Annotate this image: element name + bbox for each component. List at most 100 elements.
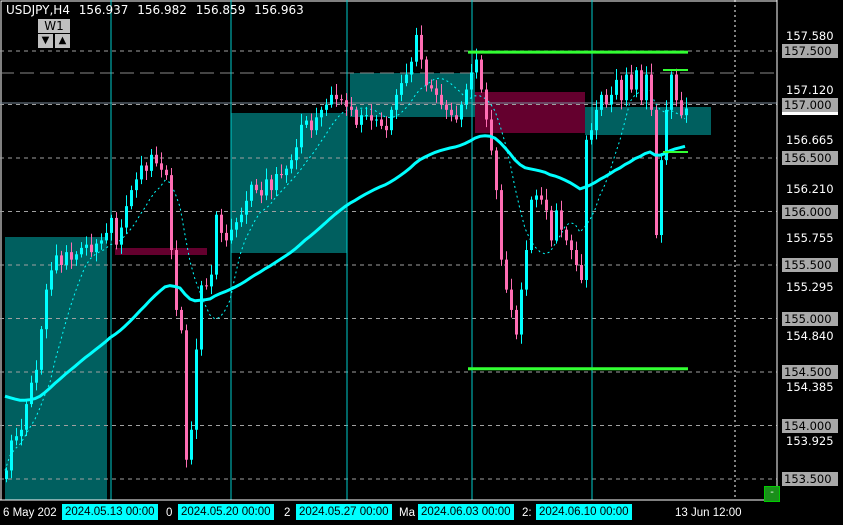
- time-label: 6 May 202: [3, 507, 57, 519]
- bear-candle: [560, 210, 563, 230]
- bear-candle: [310, 120, 313, 131]
- teal-zone-box: [5, 237, 107, 500]
- bull-candle: [110, 217, 113, 233]
- bear-candle: [565, 229, 568, 241]
- time-label: 2:: [522, 507, 532, 519]
- bull-candle: [235, 222, 238, 230]
- bear-candle: [90, 244, 93, 253]
- bear-candle: [255, 184, 258, 191]
- slow-moving-average: [4, 134, 686, 402]
- bull-candle: [415, 34, 418, 62]
- bull-candle: [320, 109, 323, 118]
- bear-candle: [225, 232, 228, 241]
- week-start-label: 2024.06.10 00:00: [536, 504, 632, 520]
- bear-candle: [500, 190, 503, 260]
- bull-candle: [300, 124, 303, 148]
- bull-candle: [120, 227, 123, 245]
- minimize-button[interactable]: -: [764, 486, 780, 502]
- bear-candle: [655, 109, 658, 236]
- bull-candle: [665, 109, 668, 161]
- bear-candle: [380, 119, 383, 126]
- bear-candle: [185, 330, 188, 460]
- bull-candle: [610, 94, 613, 105]
- price-tick-label: 156.665: [786, 133, 834, 148]
- bear-candle: [170, 175, 173, 251]
- bull-candle: [265, 179, 268, 196]
- price-level-label: 157.000: [782, 97, 838, 115]
- chart-header: USDJPY,H4 156.937 156.982 156.859 156.96…: [6, 3, 309, 17]
- bull-candle: [530, 199, 533, 251]
- price-level-label: 153.500: [782, 472, 838, 486]
- bull-candle: [375, 119, 378, 121]
- price-tick-label: 156.210: [786, 182, 834, 197]
- price-tick-label: 153.925: [786, 433, 834, 448]
- bull-candle: [685, 108, 688, 116]
- bull-candle: [10, 440, 13, 471]
- bull-candle: [390, 109, 393, 131]
- bear-candle: [445, 104, 448, 110]
- bull-candle: [555, 210, 558, 241]
- bull-candle: [245, 200, 248, 215]
- bear-candle: [510, 289, 513, 310]
- bull-candle: [595, 109, 598, 131]
- period-w1-button[interactable]: W1: [38, 19, 70, 33]
- bear-candle: [450, 109, 453, 116]
- bull-candle: [65, 252, 68, 265]
- week-start-label: 2024.05.20 00:00: [178, 504, 274, 520]
- bull-candle: [30, 382, 33, 405]
- bear-candle: [385, 125, 388, 131]
- time-label: 2: [284, 507, 291, 519]
- bear-candle: [580, 265, 583, 280]
- bear-candle: [115, 217, 118, 245]
- price-tick-label: 155.295: [786, 279, 834, 294]
- bear-candle: [440, 94, 443, 105]
- magenta-zone-box: [475, 92, 585, 133]
- bull-candle: [670, 74, 673, 110]
- bear-candle: [605, 94, 608, 105]
- bear-candle: [550, 210, 553, 241]
- period-down-button[interactable]: ▼: [38, 34, 53, 48]
- bull-candle: [100, 240, 103, 244]
- bull-candle: [75, 254, 78, 260]
- close-value: 156.963: [254, 3, 304, 17]
- bull-candle: [275, 174, 278, 191]
- bull-candle: [150, 154, 153, 171]
- low-value: 156.859: [195, 3, 246, 17]
- open-value: 156.937: [78, 3, 129, 17]
- bull-candle: [470, 72, 473, 90]
- bull-candle: [330, 94, 333, 105]
- bull-candle: [520, 289, 523, 335]
- week-start-label: 2024.05.13 00:00: [62, 504, 158, 520]
- bull-candle: [405, 74, 408, 84]
- bear-candle: [280, 174, 283, 176]
- bull-candle: [15, 436, 18, 441]
- time-label: 0: [166, 507, 173, 519]
- bull-candle: [215, 214, 218, 275]
- bull-candle: [200, 285, 203, 350]
- bull-candle: [105, 232, 108, 241]
- bear-candle: [435, 88, 438, 95]
- teal-zone-box: [585, 107, 711, 135]
- period-up-button[interactable]: ▲: [55, 34, 70, 48]
- bear-candle: [650, 74, 653, 110]
- bull-candle: [190, 429, 193, 460]
- price-level-label: 154.000: [782, 418, 838, 433]
- fast-moving-average: [4, 77, 686, 471]
- bull-candle: [460, 104, 463, 120]
- bull-candle: [395, 94, 398, 110]
- bear-candle: [70, 252, 73, 260]
- bull-candle: [130, 190, 133, 207]
- bear-candle: [345, 100, 348, 107]
- price-level-label: 155.000: [782, 311, 838, 326]
- price-tick-label: 154.840: [786, 328, 834, 343]
- price-level-label: 154.500: [782, 365, 838, 379]
- bear-candle: [505, 259, 508, 290]
- bull-candle: [135, 179, 138, 191]
- bear-candle: [675, 74, 678, 101]
- bear-candle: [640, 70, 643, 101]
- bull-candle: [45, 289, 48, 330]
- bear-candle: [430, 85, 433, 89]
- bear-candle: [340, 99, 343, 101]
- bear-candle: [630, 74, 633, 90]
